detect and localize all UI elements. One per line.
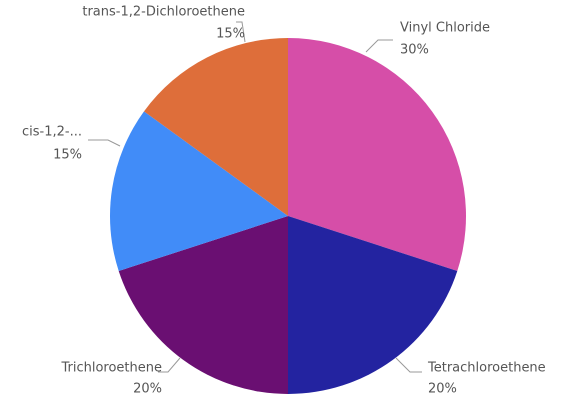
slice-value-label: 15%: [53, 148, 82, 163]
slice-value-label: 20%: [133, 382, 162, 397]
slice-label: Trichloroethene: [60, 361, 162, 376]
slice-value-label: 30%: [400, 43, 429, 58]
slice-label: Tetrachloroethene: [427, 361, 546, 376]
slice-value-label: 20%: [428, 382, 457, 397]
slice-label: Vinyl Chloride: [400, 21, 490, 36]
leader-line: [365, 39, 393, 53]
pie-slice: [118, 216, 288, 394]
leader-line: [236, 21, 246, 43]
pie-slice: [143, 38, 288, 216]
pie-slice: [110, 111, 289, 272]
pie-slice: [288, 216, 458, 394]
slice-value-label: 15%: [216, 27, 245, 42]
leader-line: [88, 139, 121, 147]
slice-label: trans-1,2-Dichloroethene: [82, 5, 245, 20]
pie-slice: [288, 38, 466, 272]
leader-line: [158, 357, 181, 373]
slice-label: cis-1,2-...: [22, 125, 82, 140]
leader-line: [395, 357, 422, 373]
